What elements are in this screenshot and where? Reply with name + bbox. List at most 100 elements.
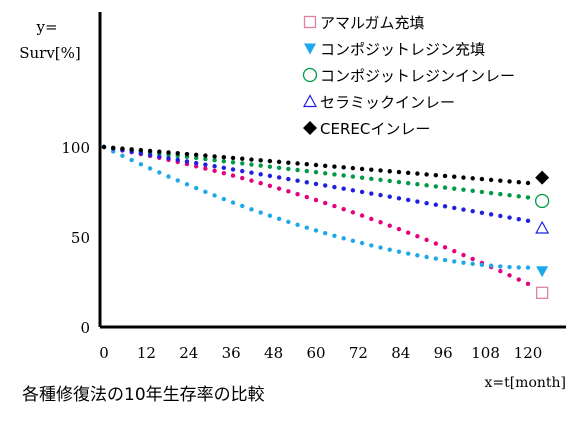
x-tick-label: 24 [179,344,198,362]
data-point [323,163,328,168]
data-point [166,150,171,155]
y-axis-label-line1: y= [35,18,57,36]
data-point [350,174,356,179]
data-point [479,189,485,195]
data-point [101,144,107,150]
data-point [341,206,346,212]
data-point [525,180,531,186]
data-point [304,162,309,167]
data-point [147,166,153,171]
data-point [424,183,429,188]
data-point [332,203,337,209]
chart-title: 各種修復法の10年生存率の比較 [22,385,265,405]
data-point [166,156,171,161]
data-point [184,151,190,157]
x-tick-label: 120 [514,344,543,362]
data-point [507,273,512,278]
data-point [323,171,328,176]
data-point [369,243,374,248]
data-point [507,264,512,270]
data-point [452,259,457,264]
data-point [193,155,199,161]
data-point [507,193,512,198]
data-point [267,164,273,169]
data-point [396,226,402,232]
data-point [212,193,217,198]
data-point [304,180,309,185]
legend-label: CERECインレー [320,120,430,138]
series-layer [101,144,550,299]
x-tick-label: 12 [137,344,156,362]
data-point [120,146,125,151]
data-point [350,210,356,215]
data-point [295,161,300,166]
data-point [387,194,392,199]
y-tick-label: 100 [61,139,90,157]
data-point [516,194,521,199]
data-point [461,207,466,212]
data-point [350,238,356,243]
data-point [405,197,411,203]
data-point [341,165,346,170]
data-point [488,190,494,196]
data-point [387,247,392,252]
data-point [359,213,365,218]
data-point [433,241,439,246]
data-point [387,178,392,184]
data-point [286,166,291,172]
data-point [378,177,383,183]
data-point [470,188,475,194]
data-point [369,216,374,222]
data-point [442,173,448,179]
data-point [138,151,144,156]
data-point [378,220,383,225]
data-point [157,170,162,175]
legend-label: セラミックインレー [320,94,455,112]
data-point [193,160,199,166]
data-point [323,183,328,188]
data-point [433,202,439,207]
data-point [249,170,254,175]
data-point [286,219,291,225]
data-point [230,200,236,205]
data-point [230,160,236,165]
data-point [359,166,365,172]
data-point [212,157,217,163]
data-point [433,184,439,189]
data-point [369,176,374,181]
data-point [313,162,319,168]
data-point [276,216,282,222]
y-axis-label-line2: Surv[%] [19,44,81,62]
data-point [249,162,254,167]
data-point [267,183,273,189]
data-point [470,208,475,214]
x-tick-label: 72 [349,344,368,362]
data-point [175,157,180,163]
data-point [313,228,319,233]
data-point [295,167,300,173]
data-point [184,182,190,187]
data-point [221,165,227,171]
data-point [111,145,116,150]
legend-marker [304,43,316,55]
data-point [212,168,217,174]
data-point [286,160,291,165]
data-point [442,204,448,209]
data-point [304,225,309,230]
data-point [341,173,346,178]
data-point [387,169,392,174]
data-point [193,185,199,191]
data-point [359,175,365,180]
data-point [138,162,144,167]
data-point [221,196,227,202]
data-point [452,174,457,179]
data-point [396,169,402,175]
data-point [350,165,356,171]
legend-marker [302,94,318,108]
data-point [488,177,494,183]
data-point [433,256,439,261]
data-point [369,167,374,172]
data-point [369,191,374,196]
x-tick-label: 0 [99,344,109,362]
